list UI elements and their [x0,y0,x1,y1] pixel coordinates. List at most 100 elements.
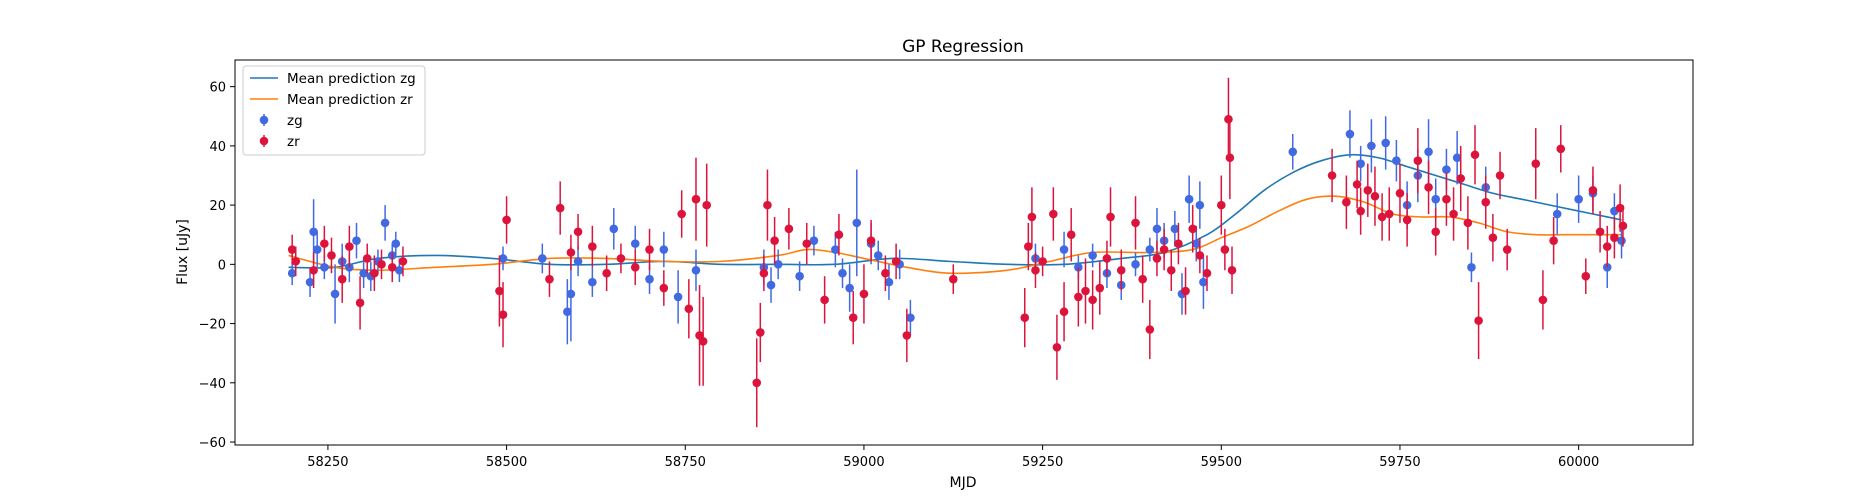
marker [1442,194,1451,204]
marker [891,257,901,266]
point-zg [1381,116,1390,170]
marker [1442,165,1451,174]
marker [1327,171,1337,180]
line-mean-prediction-zg [288,153,1622,269]
marker [645,245,654,254]
marker [1088,251,1097,260]
marker [770,236,779,245]
marker [1227,265,1237,275]
point-zr [362,243,372,274]
x-tick-label: 59500 [1201,455,1242,470]
point-zr [756,302,765,363]
x-tick-label: 59250 [1022,455,1063,470]
legend-entry: zg [259,113,303,129]
y-tick-label: −60 [199,436,226,451]
point-zr [1227,246,1237,294]
marker [359,268,368,278]
y-tick-label: 0 [218,258,226,273]
marker [1342,197,1351,207]
marker [1174,239,1183,248]
marker [1049,209,1058,219]
marker [1538,295,1548,305]
point-zr [555,181,565,235]
x-tick-label: 58750 [665,455,706,470]
point-zr [834,214,844,256]
marker [1356,159,1365,168]
point-zr [1488,214,1498,262]
point-zr [1049,187,1058,241]
point-zr [1442,172,1451,226]
marker [1549,236,1558,245]
point-zg [845,264,854,312]
marker [1088,295,1097,305]
marker [1467,263,1476,272]
point-zr [1463,196,1473,250]
legend-label: zr [287,134,300,150]
point-zr [616,243,626,274]
point-zr [645,228,654,271]
legend-marker-swatch [259,136,269,146]
point-zr [377,249,386,280]
point-zr [309,252,318,289]
marker [884,277,894,287]
point-zr [1363,163,1373,217]
point-zr [1224,77,1233,161]
marker [1384,209,1394,219]
point-zr [1216,175,1226,235]
point-zg [673,270,683,324]
marker [881,268,890,278]
point-zr [327,237,336,274]
point-zr [1402,193,1412,247]
marker [752,378,762,388]
point-zr [1413,128,1423,194]
legend-label: Mean prediction zr [287,92,413,108]
y-tick-label: 40 [209,140,226,155]
marker [616,254,626,263]
marker [1220,245,1230,254]
x-tick-label: 60000 [1558,455,1599,470]
x-tick-label: 59000 [843,455,884,470]
marker [1495,171,1505,180]
point-zr [1181,267,1190,315]
legend: Mean prediction zg Mean prediction zr zg zr [242,65,426,156]
point-zr [630,249,640,286]
point-zg [1345,110,1355,158]
point-zg [1145,237,1155,262]
legend-box [242,65,426,156]
point-zr [1081,258,1090,324]
point-zr [566,234,576,271]
marker [1474,316,1483,325]
marker [756,328,765,337]
marker [309,265,318,275]
point-zr [1102,240,1112,277]
point-zr [902,308,912,363]
marker [1074,292,1083,302]
point-zr [1377,193,1387,241]
marker [327,251,336,260]
marker [1106,212,1115,222]
marker [1131,218,1140,228]
y-tick-label: 60 [209,81,226,96]
marker [563,307,572,317]
point-zr [848,291,858,345]
marker [1377,212,1387,222]
point-zr [948,264,958,294]
marker [305,277,315,287]
point-zr [1588,166,1598,214]
point-zg [563,279,572,345]
point-zr [1481,175,1491,229]
marker [588,277,597,287]
x-axis-label: MJD [950,475,977,491]
marker [645,274,654,284]
marker [1574,194,1583,204]
point-zg [906,299,915,336]
marker [573,257,583,266]
x-tick-label: 58250 [307,455,348,470]
point-zr [1531,128,1541,200]
y-tick-label: −40 [199,377,226,392]
point-zr [1384,187,1394,241]
marker [802,239,812,248]
point-zg [1367,119,1376,173]
point-zg [1392,139,1401,182]
